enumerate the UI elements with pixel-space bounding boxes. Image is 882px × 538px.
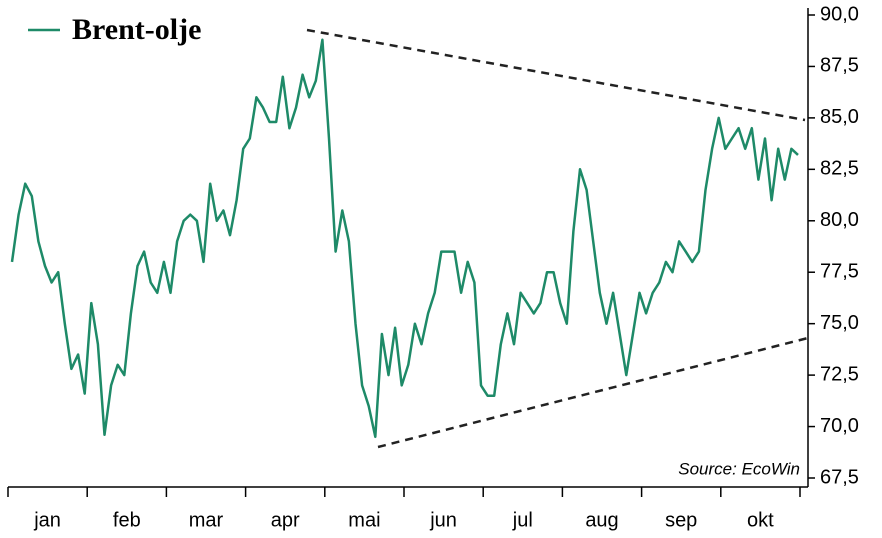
x-tick-label: mai: [348, 509, 380, 531]
legend-label: Brent-olje: [72, 13, 201, 46]
y-tick-label: 72,5: [820, 363, 859, 385]
x-tick-label: mar: [189, 509, 224, 531]
y-tick-label: 70,0: [820, 415, 859, 437]
y-tick-label: 67,5: [820, 466, 859, 488]
source: Source: EcoWin: [678, 459, 800, 478]
x-tick-label: jun: [429, 509, 457, 531]
y-tick-label: 77,5: [820, 261, 859, 283]
y-tick-label: 75,0: [820, 312, 859, 334]
x-tick-label: jul: [512, 509, 533, 531]
y-tick-label: 85,0: [820, 106, 859, 128]
x-tick-label: aug: [585, 509, 618, 531]
x-tick-label: okt: [747, 509, 774, 531]
x-tick-label: feb: [113, 509, 141, 531]
data-line: [10, 38, 799, 439]
trend-line: [377, 336, 809, 449]
trend-line: [306, 28, 806, 122]
y-tick-label: 90,0: [820, 3, 859, 25]
x-tick-label: jan: [33, 509, 61, 531]
y-tick-label: 82,5: [820, 158, 859, 180]
y-tick-label: 80,0: [820, 209, 859, 231]
x-tick-label: apr: [271, 509, 300, 531]
y-tick-label: 87,5: [820, 55, 859, 77]
x-tick-label: sep: [665, 509, 697, 531]
